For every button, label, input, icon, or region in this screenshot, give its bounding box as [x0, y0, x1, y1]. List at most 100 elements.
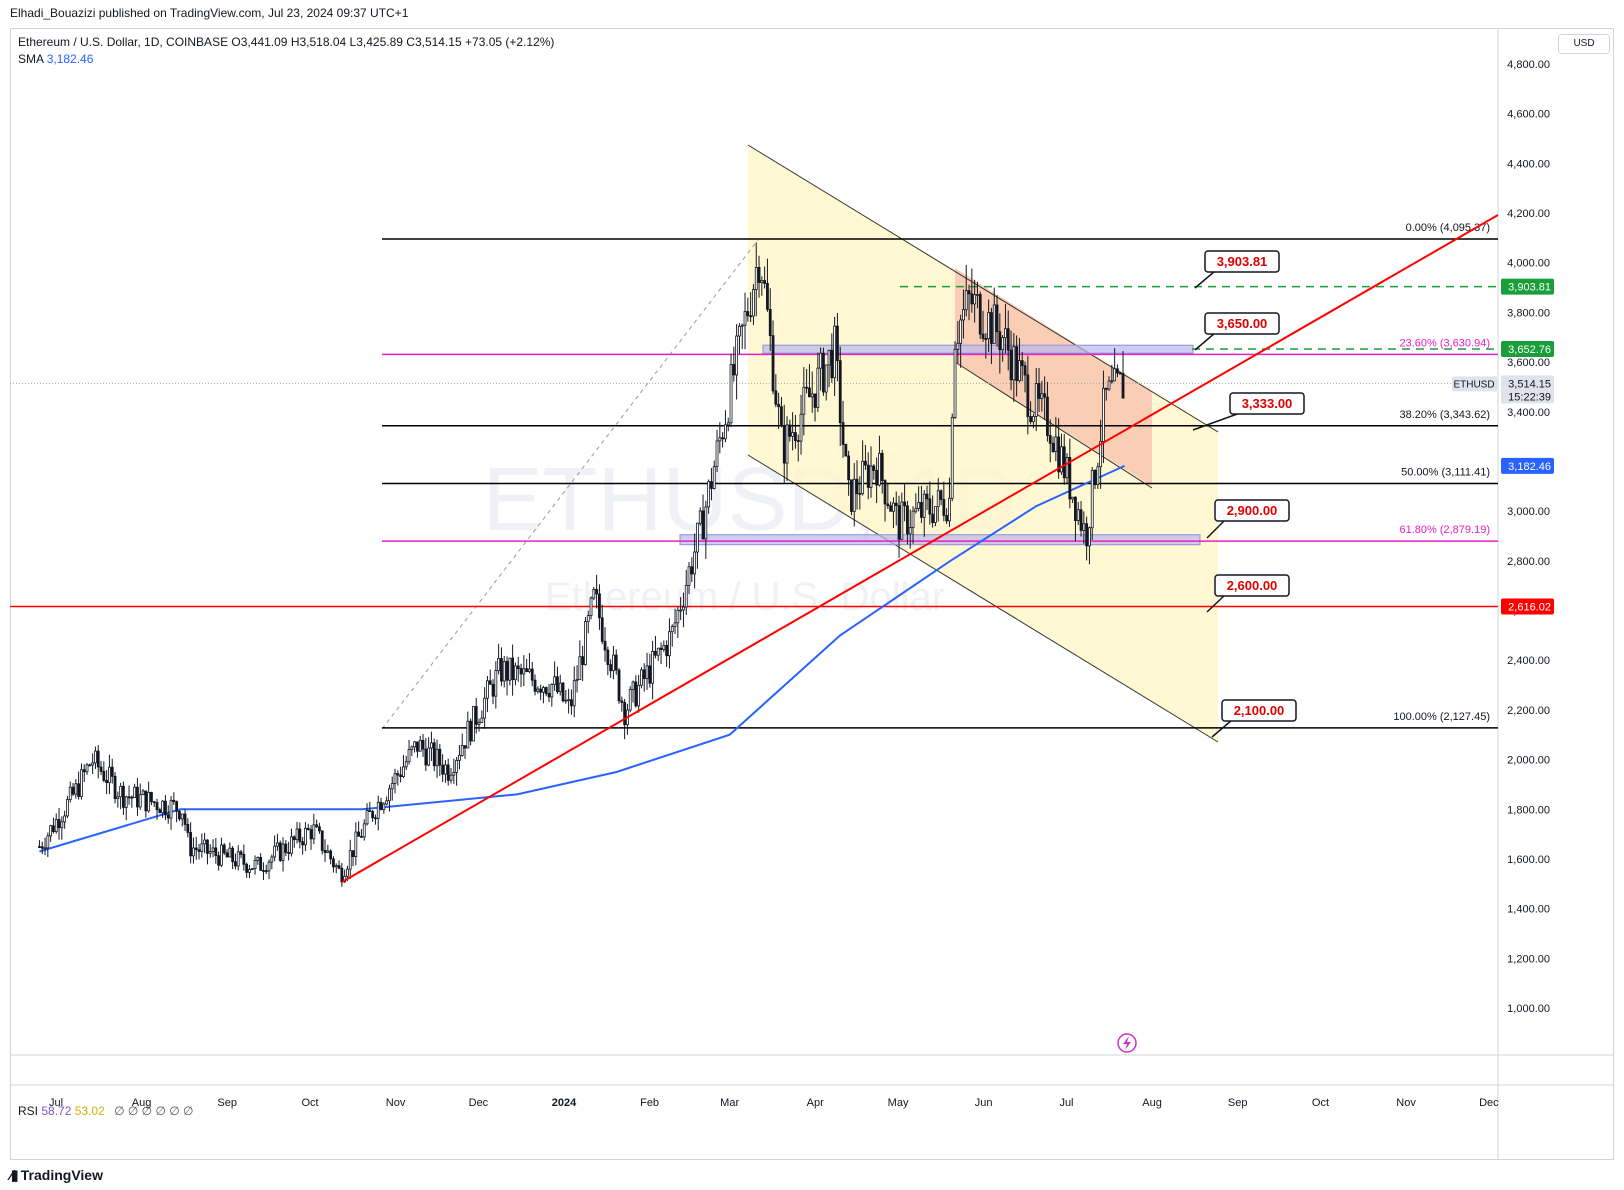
- candle-body: [262, 869, 265, 872]
- candle-body: [729, 364, 733, 424]
- price-tag: [1501, 598, 1554, 615]
- price-tag: [1501, 278, 1554, 295]
- candle-body: [365, 810, 369, 825]
- candle-body: [329, 850, 333, 860]
- candle-body: [861, 460, 865, 495]
- candle-body: [805, 386, 809, 389]
- candle-body: [900, 501, 904, 540]
- candle-body: [315, 824, 319, 828]
- candle-body: [444, 764, 447, 775]
- candle-body: [841, 422, 845, 445]
- candle-body: [757, 267, 761, 283]
- candle-body: [1107, 380, 1111, 390]
- legend-sma-value: 3,182.46: [46, 52, 94, 66]
- candle-body: [407, 749, 411, 763]
- candle-body: [63, 815, 67, 823]
- callout-pointer: [1206, 594, 1226, 613]
- chart-frame[interactable]: [10, 28, 1614, 1160]
- candle-body: [1023, 365, 1027, 376]
- candle-body: [1082, 523, 1086, 531]
- candle-body: [844, 444, 848, 457]
- lightning-icon: [1123, 1036, 1131, 1050]
- candle-body: [676, 609, 680, 624]
- candle-body: [945, 515, 949, 522]
- candle-body: [1110, 380, 1114, 383]
- candle-body: [455, 759, 459, 773]
- x-tick-label: Nov: [386, 1097, 406, 1109]
- candle-body: [990, 312, 993, 344]
- candle-body: [869, 465, 873, 488]
- candle-body: [864, 460, 867, 466]
- candle-body: [250, 868, 254, 870]
- candle-body: [710, 481, 713, 489]
- fib-label-2: 38.20% (3,343.62): [1399, 409, 1490, 421]
- candle-body: [738, 325, 741, 337]
- candle-body: [259, 857, 263, 871]
- candle-body: [1116, 368, 1119, 374]
- candle-body: [558, 682, 562, 693]
- last-price-countdown: 15:22:39: [1508, 391, 1551, 403]
- candle-body: [816, 367, 820, 408]
- candle-body: [404, 761, 408, 768]
- candle-body: [780, 406, 783, 427]
- candle-body: [939, 490, 943, 500]
- candle-body: [794, 432, 797, 442]
- candle-body: [922, 493, 926, 518]
- candle-body: [637, 684, 641, 707]
- candle-body: [427, 747, 431, 766]
- candle-body: [665, 645, 669, 657]
- candle-body: [449, 774, 453, 781]
- candle-body: [88, 764, 92, 767]
- candle-body: [1071, 496, 1075, 500]
- candle-body: [1037, 383, 1041, 399]
- candle-body: [267, 861, 271, 872]
- candle-body: [556, 676, 559, 693]
- x-tick-label: Sep: [217, 1097, 237, 1109]
- candle-body: [186, 824, 190, 833]
- candle-body: [592, 589, 596, 599]
- candle-body: [752, 289, 755, 317]
- currency-button[interactable]: USD: [1558, 34, 1610, 54]
- candle-body: [544, 687, 548, 694]
- candle-body: [505, 661, 509, 681]
- candle-body: [858, 493, 862, 495]
- candle-body: [696, 522, 699, 553]
- candle-body: [43, 847, 47, 850]
- y-tick-label: 3,800.00: [1507, 307, 1550, 319]
- candle-body: [152, 801, 156, 804]
- candle-body: [119, 785, 123, 798]
- candle-body: [808, 387, 811, 398]
- candle-body: [49, 825, 53, 837]
- candle-body: [354, 831, 358, 857]
- candle-body: [1020, 360, 1024, 367]
- candle-body: [82, 769, 86, 773]
- candle-body: [875, 469, 879, 486]
- candle-body: [721, 437, 725, 440]
- candle-body: [138, 794, 142, 808]
- candle-body: [245, 863, 249, 873]
- demand-zone-2900: [679, 534, 1201, 546]
- candle-body: [746, 311, 750, 317]
- candle-body: [914, 508, 918, 512]
- callout-box: [1221, 699, 1297, 722]
- candle-body: [161, 800, 165, 814]
- candle-body: [850, 479, 853, 512]
- y-tick-label: 4,800.00: [1507, 59, 1550, 71]
- candle-body: [659, 647, 663, 650]
- candle-body: [144, 790, 148, 812]
- candle-body: [127, 796, 131, 799]
- candle-body: [108, 766, 111, 784]
- callout-box: [1229, 392, 1305, 415]
- candle-body: [57, 819, 61, 829]
- candle-body: [348, 850, 352, 870]
- candle-body: [892, 502, 895, 512]
- candle-body: [707, 481, 711, 508]
- symbol-tag-label: ETHUSD: [1453, 379, 1494, 390]
- candle-body: [609, 664, 613, 672]
- candle-body: [124, 796, 128, 808]
- candle-body: [318, 826, 321, 832]
- candle-body: [463, 745, 467, 749]
- candle-body: [438, 748, 442, 766]
- candle-body: [886, 503, 890, 507]
